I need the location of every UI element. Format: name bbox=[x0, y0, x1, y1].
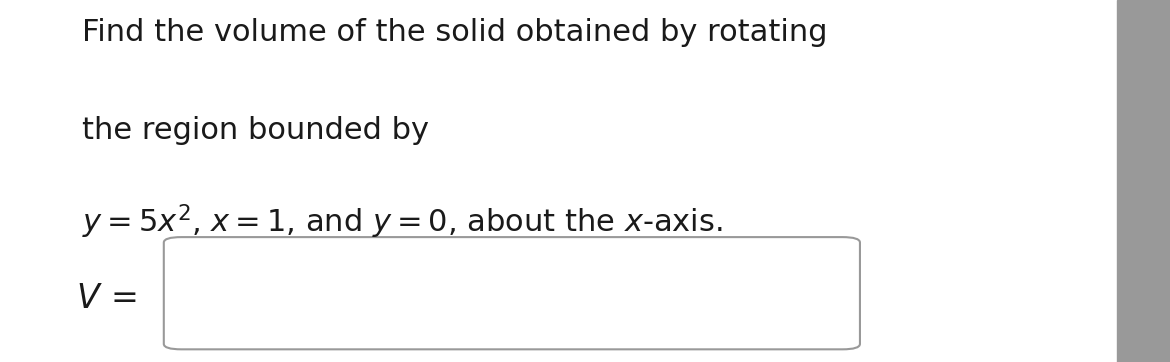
Bar bbox=[1117, 0, 1170, 362]
FancyBboxPatch shape bbox=[164, 237, 860, 349]
Text: the region bounded by: the region bounded by bbox=[82, 116, 429, 145]
Text: $V\, =$: $V\, =$ bbox=[76, 282, 137, 315]
Text: $y = 5x^2$, $x = 1$, and $y = 0$, about the $x$-axis.: $y = 5x^2$, $x = 1$, and $y = 0$, about … bbox=[82, 203, 722, 241]
Text: Find the volume of the solid obtained by rotating: Find the volume of the solid obtained by… bbox=[82, 18, 827, 47]
